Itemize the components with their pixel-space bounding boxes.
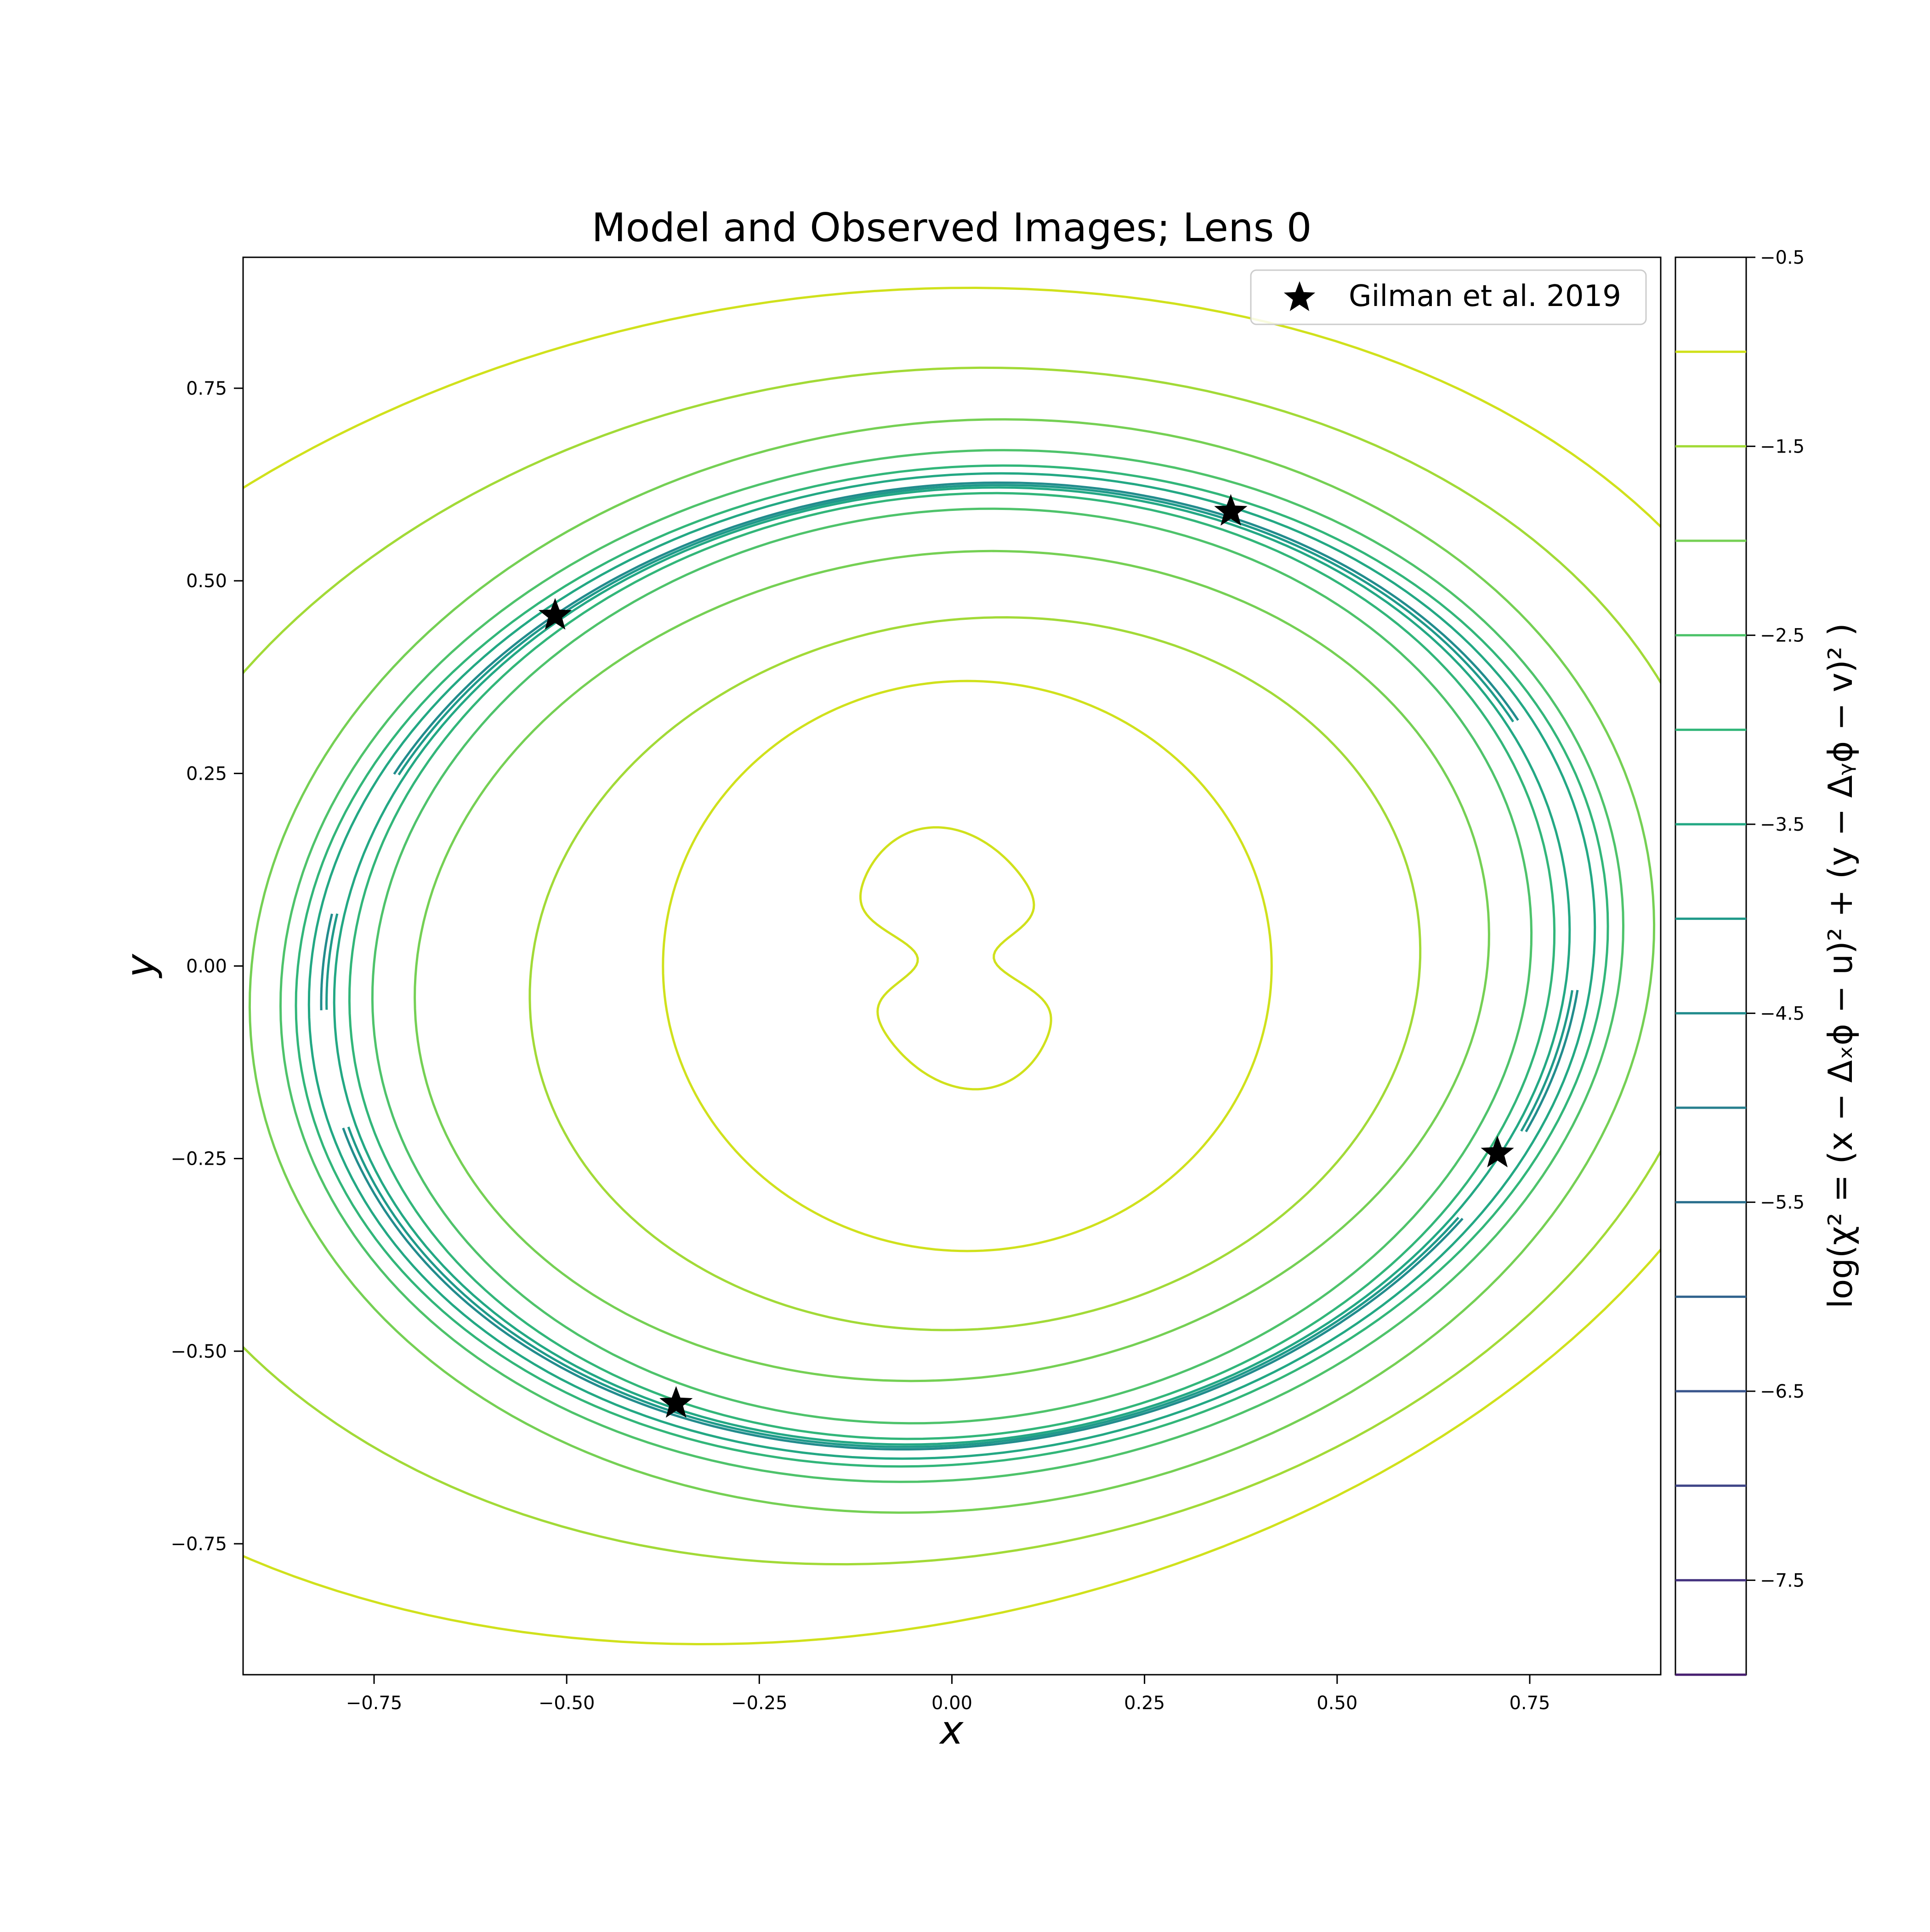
contour-line	[414, 550, 1490, 1382]
contour-line	[243, 286, 1661, 1646]
points-layer	[538, 494, 1514, 1418]
contour-line	[243, 366, 1661, 1566]
x-tick-label: 0.25	[1124, 1693, 1165, 1714]
y-tick-label: −0.25	[170, 1149, 227, 1170]
x-tick-label: 0.75	[1509, 1693, 1550, 1714]
image-star-marker	[538, 598, 572, 630]
legend-box	[1250, 269, 1647, 325]
colorbar-lines	[1675, 351, 1746, 1676]
contour-arc	[342, 1127, 1464, 1450]
contour-line	[348, 492, 1556, 1440]
colorbar-tick-label: −2.5	[1760, 625, 1805, 646]
x-tick-label: −0.50	[539, 1693, 595, 1714]
contour-line	[279, 449, 1625, 1483]
y-tick-label: 0.75	[186, 378, 227, 399]
colorbar-tick-label: −1.5	[1760, 436, 1805, 457]
contour-line	[307, 472, 1596, 1460]
contour-arc	[325, 913, 339, 1010]
y-axis-label: y	[118, 953, 164, 979]
colorbar-tick-label: −6.5	[1760, 1381, 1805, 1402]
x-tick-label: −0.75	[346, 1693, 403, 1714]
image-star-marker	[659, 1386, 693, 1418]
y-tick-label: 0.25	[186, 763, 227, 784]
x-axis: −0.75 −0.50 −0.25 0.00 0.25 0.50 0.75	[346, 1675, 1550, 1714]
image-star-marker	[1214, 494, 1248, 526]
chart-title: Model and Observed Images; Lens 0	[592, 205, 1312, 251]
contour-arc	[1520, 990, 1573, 1132]
colorbar-tick-label: −0.5	[1760, 247, 1805, 268]
colorbar-ticks: −0.5 −1.5 −2.5 −3.5 −4.5 −5.5 −6.5 −7.5	[1746, 247, 1805, 1591]
colorbar-tick-label: −5.5	[1760, 1192, 1805, 1213]
x-axis-label: x	[939, 1707, 964, 1753]
contour-peanut	[859, 826, 1052, 1091]
contour-line	[662, 680, 1273, 1252]
contour-line	[333, 486, 1571, 1446]
contour-arc	[1525, 990, 1579, 1133]
y-tick-label: 0.00	[186, 956, 227, 977]
colorbar-label: log(χ² = (x − Δₓϕ − u)² + (y − Δᵧϕ − v)²…	[1821, 623, 1860, 1309]
y-tick-label: −0.50	[170, 1341, 227, 1362]
contour-arc	[397, 484, 1515, 776]
image-star-marker	[1481, 1135, 1514, 1167]
contour-line	[248, 418, 1656, 1514]
contour-line	[371, 507, 1533, 1425]
contour-arc	[320, 913, 333, 1010]
colorbar-frame	[1675, 256, 1747, 1676]
colorbar-tick-label: −4.5	[1760, 1003, 1805, 1024]
x-tick-label: 0.50	[1317, 1693, 1357, 1714]
y-tick-label: −0.75	[170, 1534, 227, 1555]
contour-arc	[347, 1126, 1459, 1448]
contour-arc	[393, 481, 1519, 775]
legend-label: Gilman et al. 2019	[1349, 279, 1621, 313]
colorbar: −0.5 −1.5 −2.5 −3.5 −4.5 −5.5 −6.5 −7.5 log(χ² …	[1675, 247, 1860, 1676]
colorbar-tick-label: −3.5	[1760, 814, 1805, 835]
contour-line	[295, 464, 1609, 1468]
y-axis: −0.75 −0.50 −0.25 0.00 0.25 0.50 0.75	[170, 378, 243, 1555]
y-tick-label: 0.50	[186, 571, 227, 592]
x-tick-label: −0.25	[731, 1693, 788, 1714]
colorbar-tick-label: −7.5	[1760, 1570, 1805, 1591]
legend: Gilman et al. 2019	[1250, 269, 1647, 325]
x-tick-label: 0.00	[931, 1693, 972, 1714]
legend-star-marker	[1283, 281, 1316, 312]
contour-line	[528, 616, 1422, 1331]
contour-layer	[243, 286, 1661, 1646]
